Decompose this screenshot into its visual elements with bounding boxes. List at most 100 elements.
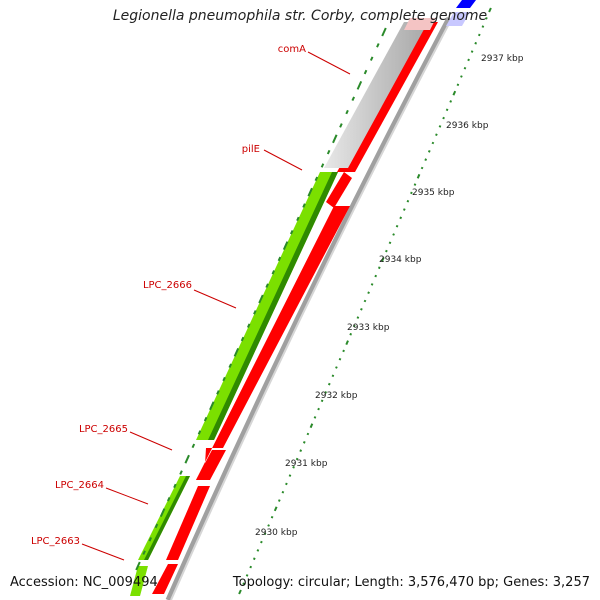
tick-mark [191, 443, 196, 449]
tick-mark [263, 532, 267, 536]
tick-mark [351, 96, 356, 102]
tick-mark [363, 299, 367, 303]
tick-mark [406, 199, 410, 203]
tick-mark [416, 173, 421, 179]
tick-mark [335, 366, 338, 369]
tick-mark [228, 363, 233, 369]
tick-mark [326, 149, 331, 155]
tick-mark [327, 382, 331, 386]
tick-mark [306, 432, 310, 436]
tick-mark [273, 506, 278, 512]
scale-label-2931: 2931 kbp [285, 459, 328, 469]
tick-mark [142, 550, 146, 555]
tick-mark [338, 357, 342, 361]
gene-forward[interactable] [130, 566, 148, 596]
tick-mark [216, 390, 220, 395]
tick-mark [463, 66, 467, 70]
tick-mark [265, 283, 269, 288]
tick-mark [258, 294, 264, 304]
feature-other[interactable] [324, 22, 428, 168]
tick-mark [395, 224, 399, 228]
tick-mark [381, 27, 387, 37]
tick-mark [270, 515, 274, 519]
tick-mark [320, 163, 325, 168]
tick-mark [281, 490, 285, 494]
tick-mark [173, 483, 177, 489]
tick-mark [360, 307, 363, 311]
gene-label-LPC_2664[interactable]: LPC_2664 [55, 480, 104, 491]
gene-reverse[interactable] [196, 206, 350, 480]
tick-mark [240, 336, 245, 342]
tick-mark [385, 249, 388, 253]
tick-mark [289, 229, 294, 235]
tick-mark [209, 401, 215, 411]
tick-mark [249, 565, 253, 569]
tick-mark [253, 310, 257, 315]
tick-mark [277, 256, 282, 262]
tick-mark [154, 523, 159, 529]
tick-mark [339, 123, 343, 128]
tick-mark [410, 191, 413, 195]
tick-mark [314, 176, 319, 182]
gene-label-LPC_2665[interactable]: LPC_2665 [79, 424, 128, 435]
gene-label-LPC_2663[interactable]: LPC_2663 [31, 536, 80, 547]
tick-mark [324, 391, 328, 394]
tick-mark [435, 133, 438, 137]
tick-mark [309, 423, 314, 429]
tick-mark [256, 549, 260, 552]
tick-mark [238, 589, 242, 595]
tick-mark [267, 524, 270, 527]
gene-label-LPC_2666[interactable]: LPC_2666 [143, 280, 192, 291]
tick-mark [184, 454, 190, 464]
tick-mark [367, 291, 370, 295]
scale-label-2937: 2937 kbp [481, 54, 524, 64]
tick-mark [420, 166, 424, 170]
gene-reverse[interactable] [196, 450, 226, 480]
tick-mark [222, 376, 226, 382]
tick-mark [352, 324, 356, 328]
gene-reverse[interactable] [166, 486, 210, 560]
tick-mark [413, 183, 417, 186]
tick-mark [449, 100, 453, 103]
tick-mark [424, 158, 428, 161]
tick-mark [374, 274, 378, 278]
genome-summary: Topology: circular; Length: 3,576,470 bp… [232, 575, 590, 590]
tick-mark [148, 537, 153, 542]
tick-mark [317, 407, 320, 411]
tick-mark [427, 150, 431, 153]
gene-forward-shade [144, 476, 190, 560]
tick-mark [370, 283, 374, 286]
gene-forward-shade [208, 172, 338, 440]
tick-mark [260, 540, 263, 544]
tick-mark [456, 83, 460, 87]
tick-mark [485, 16, 488, 20]
tick-mark [166, 496, 171, 502]
tick-mark [369, 56, 374, 61]
tick-mark [331, 374, 335, 378]
tick-mark [245, 574, 249, 577]
tick-mark [402, 208, 406, 211]
gene-reverse[interactable] [152, 564, 178, 594]
gene-label-comA[interactable]: comA [278, 44, 306, 55]
tick-mark [470, 50, 474, 53]
tick-mark [388, 241, 392, 245]
tick-mark [252, 557, 256, 561]
rna-feature-faint [446, 12, 470, 26]
tick-mark [376, 43, 380, 48]
map-title: Legionella pneumophila str. Corby, compl… [112, 8, 488, 24]
gene-reverse[interactable] [326, 172, 352, 208]
tick-mark [345, 340, 349, 345]
outer-tick-marks [135, 27, 387, 571]
tick-mark [377, 266, 381, 270]
tick-mark [233, 347, 240, 357]
rna-feature[interactable] [456, 0, 476, 8]
gene-label-pilE[interactable]: pilE [242, 144, 260, 155]
scale-label-2932: 2932 kbp [315, 391, 358, 401]
feature-rna-faint [404, 18, 436, 30]
tick-mark [363, 69, 368, 75]
tick-mark [246, 323, 251, 328]
tick-mark [349, 332, 353, 336]
accession-text: Accession: NC_009494 [10, 575, 158, 590]
scale-label-2935: 2935 kbp [412, 188, 455, 198]
